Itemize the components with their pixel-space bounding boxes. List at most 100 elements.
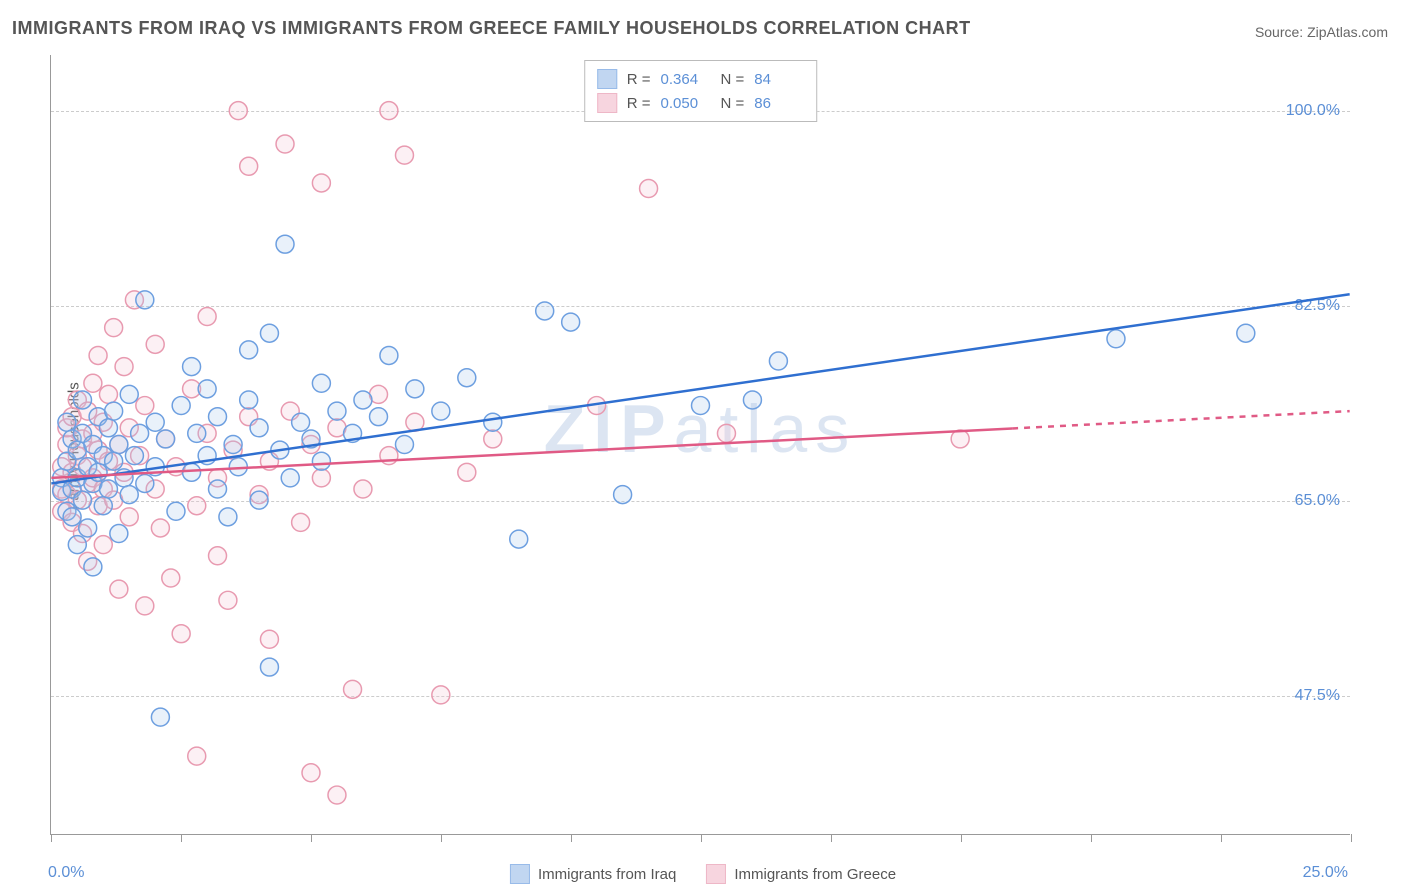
data-point [198, 308, 216, 326]
data-point [281, 469, 299, 487]
data-point [354, 480, 372, 498]
data-point [68, 536, 86, 554]
source-attribution: Source: ZipAtlas.com [1255, 24, 1388, 40]
legend-row: R =0.364N =84 [597, 67, 805, 91]
data-point [260, 658, 278, 676]
data-point [151, 519, 169, 537]
data-point [120, 508, 138, 526]
data-point [120, 385, 138, 403]
data-point [240, 157, 258, 175]
data-point [395, 436, 413, 454]
data-point [312, 469, 330, 487]
data-point [250, 491, 268, 509]
data-point [198, 380, 216, 398]
data-point [240, 341, 258, 359]
data-point [219, 508, 237, 526]
chart-title: IMMIGRANTS FROM IRAQ VS IMMIGRANTS FROM … [12, 18, 971, 39]
data-point [370, 408, 388, 426]
data-point [131, 424, 149, 442]
data-point [292, 413, 310, 431]
data-point [312, 374, 330, 392]
data-point [188, 497, 206, 515]
data-point [74, 491, 92, 509]
n-label: N = [721, 71, 745, 88]
data-point [743, 391, 761, 409]
data-point [484, 413, 502, 431]
data-point [167, 502, 185, 520]
data-point [58, 413, 76, 431]
data-point [105, 402, 123, 420]
data-point [136, 474, 154, 492]
chart-svg [51, 55, 1350, 834]
data-point [172, 397, 190, 415]
data-point [157, 430, 175, 448]
n-label: N = [721, 95, 745, 112]
data-point [209, 408, 227, 426]
data-point [115, 358, 133, 376]
n-value: 86 [754, 95, 804, 112]
data-point [99, 480, 117, 498]
data-point [562, 313, 580, 331]
data-point [640, 180, 658, 198]
data-point [224, 436, 242, 454]
data-point [162, 569, 180, 587]
data-point [354, 391, 372, 409]
r-value: 0.364 [661, 71, 711, 88]
data-point [276, 235, 294, 253]
x-axis-max-label: 25.0% [1303, 864, 1348, 882]
r-label: R = [627, 95, 651, 112]
data-point [380, 346, 398, 364]
data-point [1237, 324, 1255, 342]
data-point [250, 419, 268, 437]
data-point [328, 786, 346, 804]
data-point [110, 525, 128, 543]
x-tick [701, 834, 702, 842]
data-point [769, 352, 787, 370]
data-point [94, 497, 112, 515]
legend-row: R = 0.050 N = 86 [597, 91, 805, 115]
data-point [146, 413, 164, 431]
data-point [406, 380, 424, 398]
data-point [312, 452, 330, 470]
data-point [692, 397, 710, 415]
data-point [219, 591, 237, 609]
legend-swatch [597, 93, 617, 113]
data-point [99, 419, 117, 437]
x-tick [1351, 834, 1352, 842]
data-point [260, 630, 278, 648]
data-point [209, 480, 227, 498]
data-point [136, 397, 154, 415]
data-point [110, 436, 128, 454]
data-point [432, 402, 450, 420]
x-tick [571, 834, 572, 842]
data-point [209, 547, 227, 565]
data-point [105, 452, 123, 470]
series-name: Immigrants from Greece [734, 866, 896, 883]
data-point [536, 302, 554, 320]
data-point [458, 369, 476, 387]
legend-swatch [706, 864, 726, 884]
data-point [84, 558, 102, 576]
data-point [105, 319, 123, 337]
data-point [510, 530, 528, 548]
data-point [110, 580, 128, 598]
data-point [292, 513, 310, 531]
data-point [188, 424, 206, 442]
legend-swatch [597, 69, 617, 89]
series-legend: Immigrants from IraqImmigrants from Gree… [510, 864, 896, 884]
data-point [458, 463, 476, 481]
data-point [63, 508, 81, 526]
legend-swatch [510, 864, 530, 884]
data-point [79, 519, 97, 537]
data-point [183, 358, 201, 376]
data-point [188, 747, 206, 765]
x-tick [441, 834, 442, 842]
r-value: 0.050 [661, 95, 711, 112]
data-point [312, 174, 330, 192]
data-point [183, 463, 201, 481]
data-point [99, 385, 117, 403]
x-tick [831, 834, 832, 842]
x-tick [311, 834, 312, 842]
data-point [1107, 330, 1125, 348]
data-point [84, 374, 102, 392]
